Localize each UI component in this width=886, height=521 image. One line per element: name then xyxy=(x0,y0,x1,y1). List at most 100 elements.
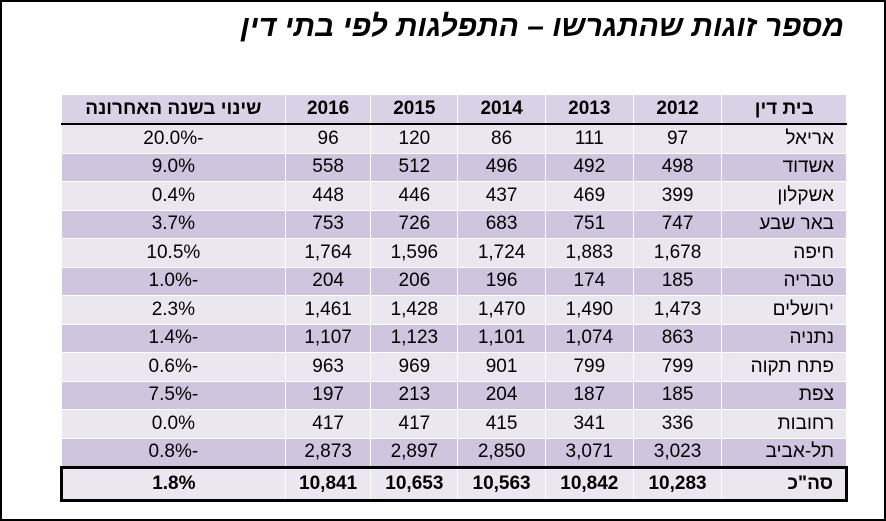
table-cell: 1,883 xyxy=(544,238,634,268)
header-row: בית דין 2012 2013 2014 2015 2016 שינוי בשנה הא… xyxy=(61,94,847,125)
table-cell: 1,123 xyxy=(370,323,459,353)
table-cell: 799 xyxy=(632,352,723,382)
header-cell: שינוי בשנה האחרונה xyxy=(61,94,286,125)
table-cell: חיפה xyxy=(721,238,847,268)
table-cell: באר שבע xyxy=(721,209,847,239)
table-cell: 1,724 xyxy=(457,238,546,268)
table-cell: 196 xyxy=(457,266,546,296)
table-row: פתח תקוה 799 799 901 969 963 -0.6% xyxy=(61,352,847,382)
table-cell: 492 xyxy=(544,152,634,182)
table-cell: 185 xyxy=(632,380,723,410)
table-row: נתניה 863 1,074 1,101 1,123 1,107 -1.4% xyxy=(61,323,847,353)
table-cell: אריאל xyxy=(721,123,847,154)
table-cell: 204 xyxy=(457,380,546,410)
table-cell: 863 xyxy=(632,323,723,353)
table-cell: צפת xyxy=(721,380,847,410)
table-cell: 417 xyxy=(284,409,372,439)
table-row: ירושלים 1,473 1,490 1,470 1,428 1,461 2.3% xyxy=(61,295,847,325)
table-row: באר שבע 747 751 683 726 753 3.7% xyxy=(61,209,847,239)
table-cell: 446 xyxy=(370,181,459,211)
table-cell: 417 xyxy=(370,409,459,439)
table-cell: 1,428 xyxy=(370,295,459,325)
header-cell: 2012 xyxy=(632,94,723,125)
table-cell: 498 xyxy=(632,152,723,182)
table-cell: אשדוד xyxy=(721,152,847,182)
table-cell: -0.8% xyxy=(61,437,286,468)
table-cell: 2.3% xyxy=(61,295,286,325)
table-cell: 2,850 xyxy=(457,437,546,468)
table-cell: 469 xyxy=(544,181,634,211)
table-cell: 1,101 xyxy=(457,323,546,353)
table-cell: 726 xyxy=(370,209,459,239)
table-cell: 1,107 xyxy=(284,323,372,353)
total-cell: 10,283 xyxy=(632,466,723,502)
table-cell: 901 xyxy=(457,352,546,382)
table-row: רחובות 336 341 415 417 417 0.0% xyxy=(61,409,847,439)
table-cell: אשקלון xyxy=(721,181,847,211)
table-cell: 341 xyxy=(544,409,634,439)
table-cell: -7.5% xyxy=(61,380,286,410)
header-cell: בית דין xyxy=(721,94,847,125)
total-cell: סה"כ xyxy=(721,466,848,502)
table-cell: 1,473 xyxy=(632,295,723,325)
table-row: אשדוד 498 492 496 512 558 9.0% xyxy=(61,152,847,182)
header-cell: 2013 xyxy=(544,94,634,125)
table: בית דין 2012 2013 2014 2015 2016 שינוי בשנה הא… xyxy=(60,94,848,502)
table-cell: 111 xyxy=(544,123,634,154)
table-cell: תל-אביב xyxy=(721,437,847,468)
table-cell: 1,074 xyxy=(544,323,634,353)
table-cell: 751 xyxy=(544,209,634,239)
table-cell: 1,596 xyxy=(370,238,459,268)
table-cell: 512 xyxy=(370,152,459,182)
table-cell: 206 xyxy=(370,266,459,296)
table-cell: 3.7% xyxy=(61,209,286,239)
table-cell: 399 xyxy=(632,181,723,211)
table-cell: -1.4% xyxy=(61,323,286,353)
table-cell: 415 xyxy=(457,409,546,439)
table-row: אשקלון 399 469 437 446 448 0.4% xyxy=(61,181,847,211)
table-row: צפת 185 187 204 213 197 -7.5% xyxy=(61,380,847,410)
table-cell: 496 xyxy=(457,152,546,182)
total-cell: 10,563 xyxy=(457,466,546,502)
table-cell: רחובות xyxy=(721,409,847,439)
table-cell: 187 xyxy=(544,380,634,410)
table-cell: 204 xyxy=(284,266,372,296)
table-cell: 0.4% xyxy=(61,181,286,211)
table-cell: 3,071 xyxy=(544,437,634,468)
table-cell: 2,897 xyxy=(370,437,459,468)
table-cell: 2,873 xyxy=(284,437,372,468)
table-row: תל-אביב 3,023 3,071 2,850 2,897 2,873 -0.8% xyxy=(61,437,847,468)
table-cell: 1,461 xyxy=(284,295,372,325)
table-row: חיפה 1,678 1,883 1,724 1,596 1,764 10.5% xyxy=(61,238,847,268)
table-cell: 1,764 xyxy=(284,238,372,268)
table-cell: 185 xyxy=(632,266,723,296)
table-cell: 448 xyxy=(284,181,372,211)
table-cell: -0.6% xyxy=(61,352,286,382)
table-cell: 683 xyxy=(457,209,546,239)
total-row: סה"כ 10,283 10,842 10,563 10,653 10,841 1.8% xyxy=(60,466,848,502)
table-cell: 97 xyxy=(632,123,723,154)
table-cell: פתח תקוה xyxy=(721,352,847,382)
table-cell: 96 xyxy=(284,123,372,154)
table-cell: 963 xyxy=(284,352,372,382)
table-cell: 799 xyxy=(544,352,634,382)
table-row: טבריה 185 174 196 206 204 -1.0% xyxy=(61,266,847,296)
header-cell: 2014 xyxy=(457,94,546,125)
total-cell: 10,653 xyxy=(370,466,459,502)
table-cell: 174 xyxy=(544,266,634,296)
table-cell: -1.0% xyxy=(61,266,286,296)
table-cell: 437 xyxy=(457,181,546,211)
table-cell: 86 xyxy=(457,123,546,154)
table-cell: 753 xyxy=(284,209,372,239)
table-cell: 10.5% xyxy=(61,238,286,268)
table-cell: 213 xyxy=(370,380,459,410)
total-cell: 1.8% xyxy=(60,466,286,502)
table-cell: נתניה xyxy=(721,323,847,353)
total-cell: 10,841 xyxy=(284,466,372,502)
table-cell: 1,678 xyxy=(632,238,723,268)
table-cell: 558 xyxy=(284,152,372,182)
table-cell: 197 xyxy=(284,380,372,410)
table-cell: ירושלים xyxy=(721,295,847,325)
total-cell: 10,842 xyxy=(544,466,634,502)
